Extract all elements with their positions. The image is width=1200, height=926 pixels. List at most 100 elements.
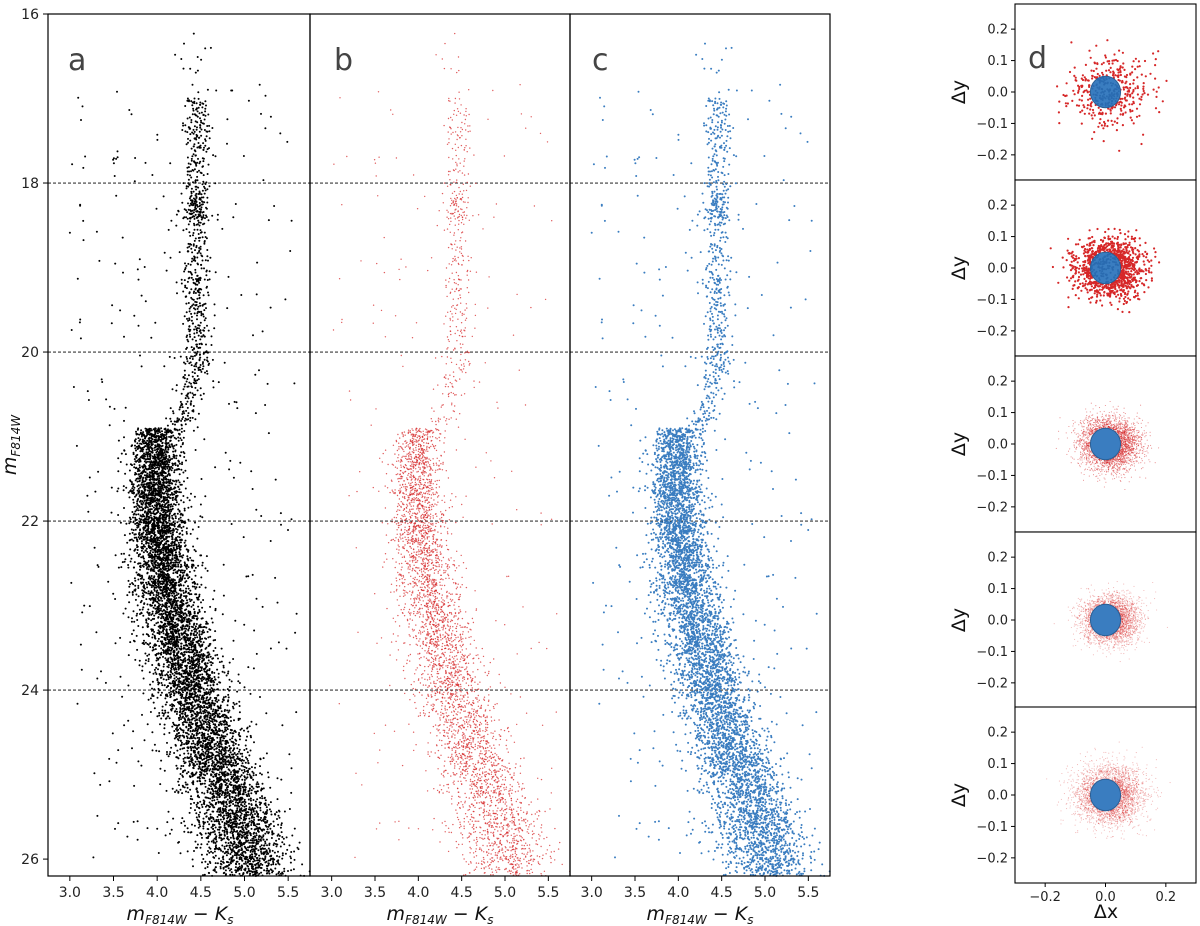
cmd-point [230,680,233,683]
cmd-point [173,677,176,680]
cmd-point [185,644,188,647]
cmd-point [196,618,199,621]
cmd-point [243,836,246,839]
cmd-point [197,605,200,608]
cmd-point [245,831,248,834]
cmd-point [269,827,272,830]
cmd-point [186,599,188,602]
cmd-point [211,699,214,702]
cmd-point [248,841,251,844]
cmd-point [196,736,199,739]
cmd-point [245,739,248,742]
cmd-point [228,820,231,823]
cmd-point [174,565,177,568]
cmd-point [180,822,183,824]
cmd-point [173,471,176,474]
cmd-point [201,694,204,697]
cmd-point [202,641,205,644]
cmd-point [122,489,125,492]
cmd-point [265,821,268,824]
cmd-point [156,679,159,682]
cmd-point [226,798,229,801]
cmd-point [132,529,135,532]
cmd-point [182,731,185,734]
cmd-point [158,712,161,714]
cmd-point [246,864,249,867]
cmd-point [139,601,142,604]
cmd-point [189,665,192,668]
cmd-point [129,518,132,521]
cmd-point [183,480,185,483]
cmd-point [159,609,162,612]
cmd-point [208,784,211,787]
cmd-point [207,720,210,723]
cmd-point [235,702,238,705]
cmd-point [211,677,213,680]
cmd-point [135,614,138,617]
cmd-point [146,603,149,606]
cmd-point [190,629,193,632]
cmd-point [186,688,189,691]
cmd-point [221,759,224,762]
cmd-point [271,857,274,860]
cmd-point [182,715,184,718]
cmd-point [164,674,167,677]
cmd-point [186,633,189,636]
cmd-point [228,795,231,798]
cmd-point [153,668,156,671]
cmd-point [170,828,173,831]
cmd-point [237,762,240,765]
cmd-point [148,597,151,600]
cmd-point [187,771,190,773]
cmd-point [221,700,224,703]
cmd-point [178,488,181,491]
cmd-point [142,466,145,469]
cmd-point [137,484,140,487]
cmd-point [157,616,160,619]
cmd-point [182,471,185,474]
cmd-point [193,652,196,655]
cmd-point [201,758,204,761]
cmd-point [157,681,160,684]
cmd-point [122,612,125,615]
cmd-point [179,707,182,709]
cmd-point [249,860,251,863]
cmd-point [172,561,175,564]
cmd-point [153,688,156,691]
cmd-point [253,741,255,744]
cmd-point [147,581,150,583]
cmd-point [254,855,257,858]
cmd-point [247,759,249,762]
cmd-point [183,616,186,619]
cmd-point [159,512,162,515]
cmd-point [264,832,267,835]
cmd-point [162,454,165,457]
cmd-point [251,837,254,840]
cmd-point [136,442,139,445]
cmd-point [216,815,219,818]
cmd-point [256,823,259,826]
cmd-point [183,595,186,598]
cmd-point [278,838,280,840]
cmd-point [160,641,163,644]
cmd-point [237,780,240,782]
cmd-point [167,685,170,687]
cmd-point [186,827,189,830]
cmd-point [207,659,210,662]
cmd-point [117,514,120,516]
cmd-point [134,516,137,519]
cmd-point [293,827,296,830]
cmd-point [128,469,131,472]
cmd-point [281,836,284,838]
cmd-point [257,849,260,852]
cmd-point [240,826,243,829]
cmd-point [160,612,163,615]
cmd-point [135,544,138,547]
cmd-point [151,618,154,620]
cmd-point [169,486,172,489]
cmd-point [242,765,245,768]
cmd-point [203,662,206,665]
cmd-point [202,827,205,830]
cmd-point [202,742,204,745]
cmd-point [229,836,232,839]
